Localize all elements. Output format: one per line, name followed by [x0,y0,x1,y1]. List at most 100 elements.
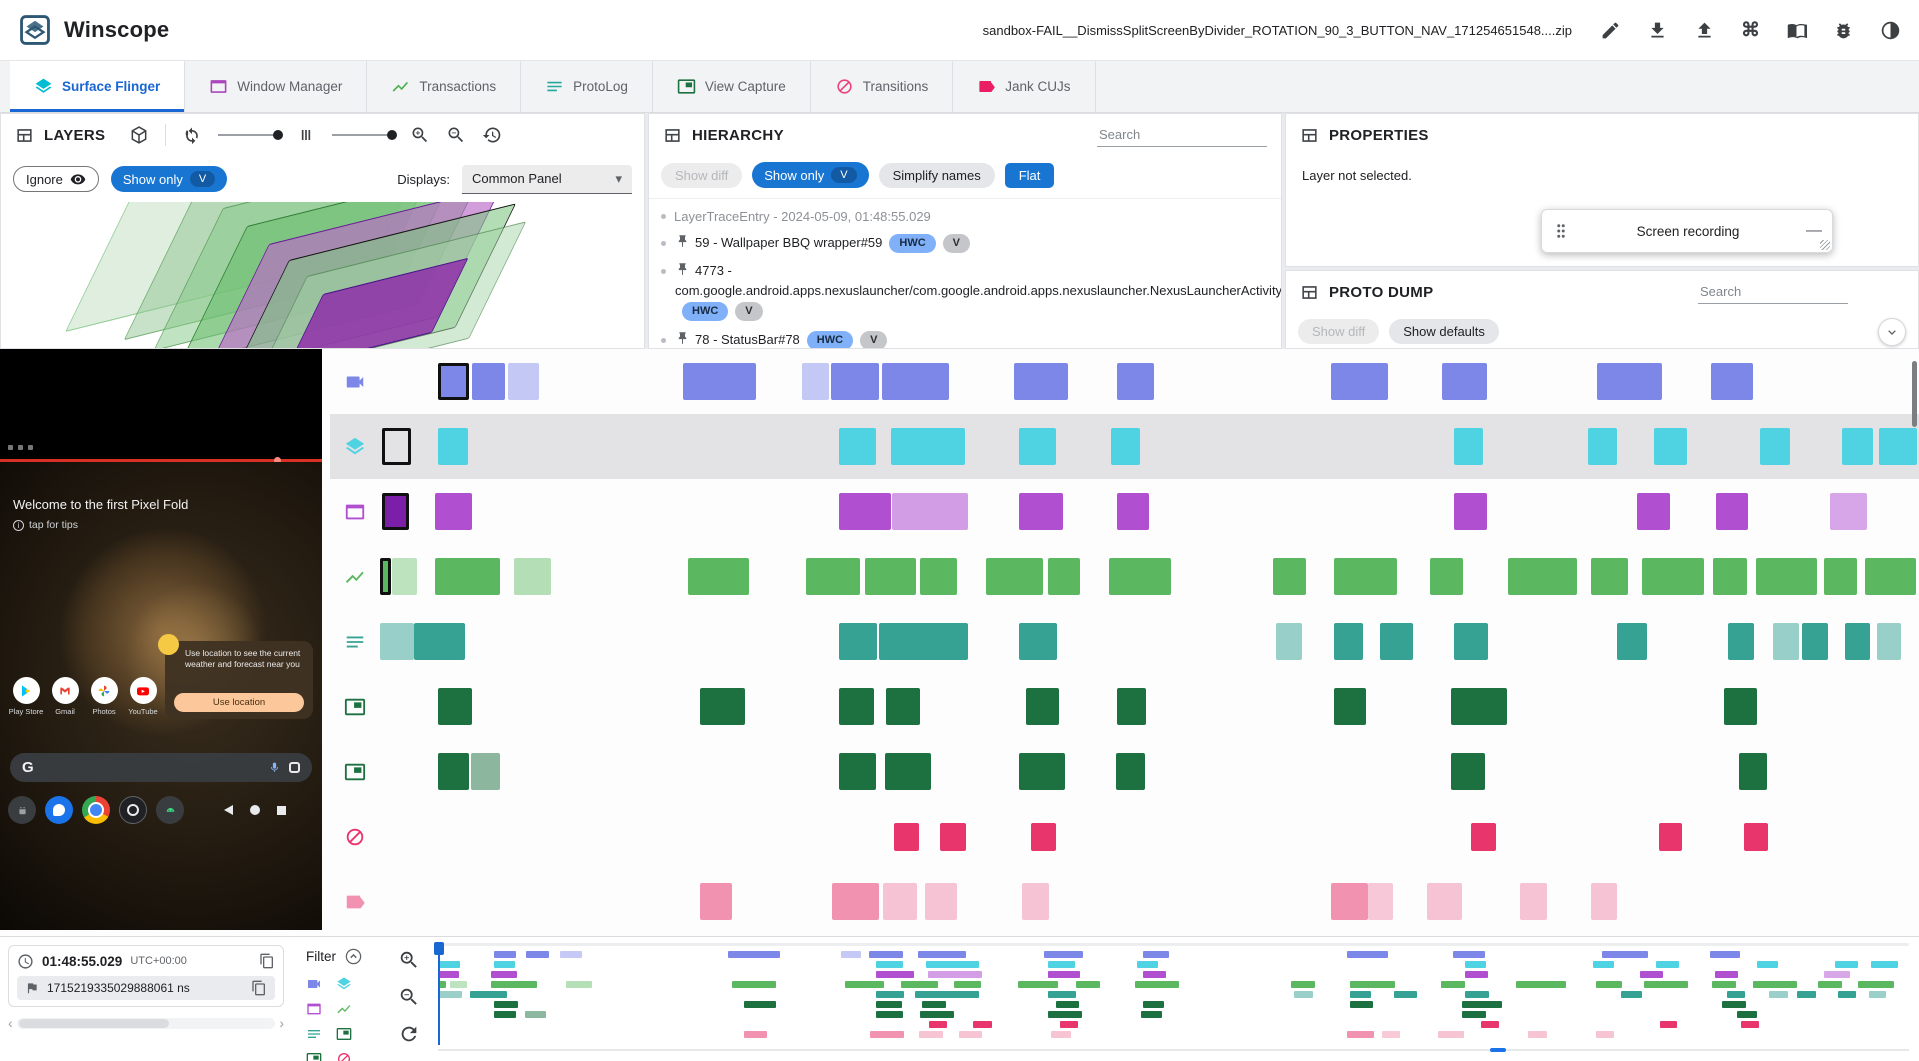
trace-entry-block[interactable] [1471,822,1496,851]
trace-entry-block[interactable] [438,688,473,725]
trace-entry-block[interactable] [1454,493,1487,530]
layers-3d-view[interactable] [1,202,644,348]
dark-mode-toggle-icon[interactable] [1880,20,1901,41]
trace-entry-block[interactable] [801,363,830,400]
timeline-track-screen-recording[interactable] [380,349,1919,414]
trace-entry-block[interactable] [1115,753,1145,790]
trace-entry-block[interactable] [1772,623,1799,660]
edit-file-icon[interactable] [1600,20,1621,41]
trace-entry-block[interactable] [838,428,876,465]
trace-entry-block[interactable] [832,883,879,920]
trace-entry-block[interactable] [1368,883,1393,920]
trace-entry-block[interactable] [1728,623,1755,660]
trace-entry-block[interactable] [1617,623,1647,660]
resize-handle[interactable] [1820,240,1830,250]
simplify-names-button[interactable]: Simplify names [878,162,995,188]
trace-entry-block[interactable] [1451,688,1507,725]
minimap-reset-zoom-icon[interactable] [398,1023,420,1045]
zoom-in-icon[interactable] [410,125,430,145]
trace-entry-block[interactable] [1331,363,1389,400]
trace-entry-block[interactable] [881,363,950,400]
trace-entry-block[interactable] [413,623,465,660]
spacing-slider-knob[interactable] [387,130,398,140]
trace-entry-block[interactable] [470,753,501,790]
tab-surface-flinger[interactable]: Surface Flinger [10,61,186,112]
timeline-track-transactions[interactable] [380,544,1919,609]
show-diff-button[interactable]: Show diff [661,162,743,188]
shortcuts-icon[interactable]: ⌘ [1741,19,1760,41]
minimap-zoom-out-icon[interactable] [398,986,420,1008]
trace-entry-block[interactable] [920,558,958,595]
trace-entry-block[interactable] [830,363,879,400]
trace-entry-block[interactable] [435,493,473,530]
trace-entry-block[interactable] [1654,428,1687,465]
trace-entry-block[interactable] [513,558,551,595]
trace-entry-block[interactable] [1829,493,1867,530]
trace-entry-block[interactable] [1014,363,1068,400]
timeline-track-view-capture-taskbar[interactable] [380,674,1919,739]
upload-traces-icon[interactable] [1694,20,1715,41]
scroll-right-icon[interactable]: › [279,1015,284,1031]
report-bug-icon[interactable] [1833,20,1854,41]
layer-spacing-icon[interactable] [296,125,316,145]
trace-entry-block[interactable] [1030,822,1056,851]
trace-entry-block[interactable] [883,883,918,920]
trace-entry-block[interactable] [1520,883,1547,920]
rotation-slider[interactable] [218,130,284,140]
trace-entry-block[interactable] [864,558,916,595]
minimap-bottom-indicator[interactable] [1489,1048,1506,1052]
trace-entry-block[interactable] [1429,558,1464,595]
scroll-left-icon[interactable]: ‹ [8,1015,13,1031]
trace-entry-block[interactable] [1760,428,1790,465]
filter-videocam-icon[interactable] [306,976,322,992]
trace-entry-block[interactable] [884,753,931,790]
trace-entry-block[interactable] [886,688,921,725]
timeline-track-surface-flinger[interactable] [380,414,1919,479]
trace-entry-block[interactable] [1823,558,1858,595]
timeline-minimap[interactable] [434,942,1909,1055]
trace-entry-block[interactable] [438,428,468,465]
trace-entry-block[interactable] [1842,428,1873,465]
trace-entry-block[interactable] [1018,493,1064,530]
pin-icon[interactable] [675,331,690,346]
timeline-track-view-capture-launcher[interactable] [380,739,1919,804]
trace-entry-block[interactable] [1334,688,1367,725]
trace-entry-block[interactable] [1018,753,1065,790]
trace-entry-block[interactable] [1712,558,1747,595]
trace-entry-block[interactable] [1441,363,1487,400]
show-only-visible-button[interactable]: Show only V [110,166,228,192]
trace-entry-block[interactable] [1111,428,1141,465]
filter-collapse-icon[interactable] [344,947,363,966]
filter-header[interactable]: Filter [306,947,390,966]
pin-icon[interactable] [675,234,690,249]
trace-entry-block[interactable] [507,363,539,400]
trace-entry-block[interactable] [890,428,965,465]
timeline-track-window-manager[interactable] [380,479,1919,544]
trace-entry-block[interactable] [1878,428,1918,465]
trace-entry-block[interactable] [1591,558,1629,595]
minimap-cursor-handle[interactable] [434,942,444,955]
trace-entry-block[interactable] [1451,753,1485,790]
drag-handle-icon[interactable] [1552,222,1570,240]
trace-entry-block[interactable] [1658,822,1682,851]
rotation-icon[interactable] [182,125,202,145]
hierarchy-node[interactable]: 59 - Wallpaper BBQ wrapper#59 HWC V [661,233,1269,254]
trace-entry-block[interactable] [1454,428,1484,465]
filter-layers-icon[interactable] [336,976,352,992]
filter-list-icon[interactable] [306,1026,322,1042]
trace-entry-block[interactable] [1845,623,1870,660]
proto-dump-search-input[interactable] [1698,280,1848,304]
filter-window-icon[interactable] [306,1001,322,1017]
tab-window-manager[interactable]: Window Manager [185,61,368,112]
trace-entry-block[interactable] [380,623,414,660]
trace-entry-block[interactable] [1591,883,1618,920]
minimap-zoom-in-icon[interactable] [398,949,420,971]
trace-entry-block[interactable] [687,558,750,595]
trace-entry-block[interactable] [438,363,470,400]
timeline-track-jank-cujs[interactable] [380,869,1919,934]
trace-entry-block[interactable] [1597,363,1662,400]
trace-entry-block[interactable] [700,883,733,920]
trace-entry-block[interactable] [1018,623,1058,660]
trace-entry-block[interactable] [1641,558,1704,595]
trace-entry-block[interactable] [1865,558,1916,595]
